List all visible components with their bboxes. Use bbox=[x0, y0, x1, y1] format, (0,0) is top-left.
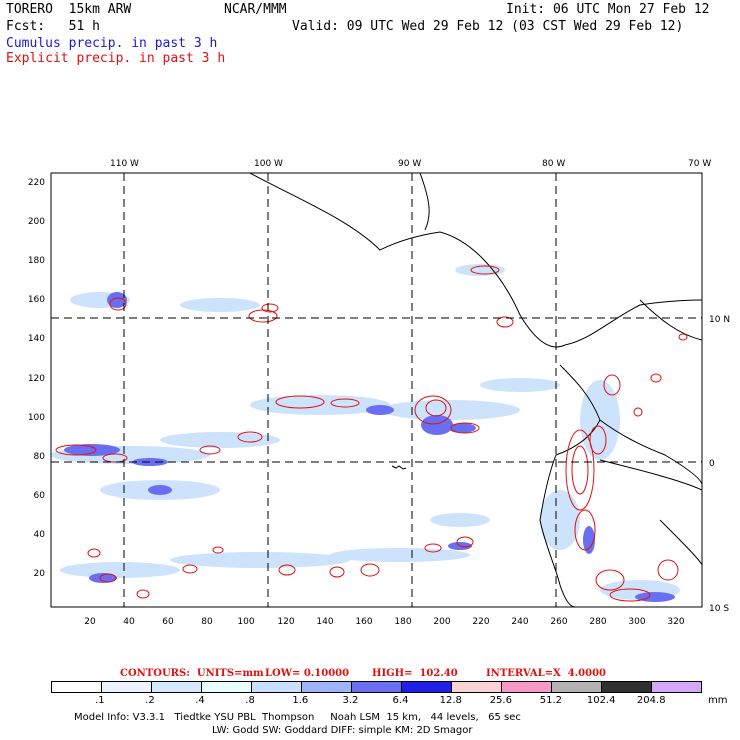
longitude-labels: 110 W 100 W 90 W 80 W 70 W bbox=[110, 159, 711, 169]
organization-label: NCAR/MMM bbox=[224, 2, 287, 17]
x-grid-ticks: 20 40 60 80 100 120 140 160 180 200 220 … bbox=[84, 617, 685, 627]
x-tick: 60 bbox=[162, 617, 174, 627]
x-tick: 160 bbox=[355, 617, 372, 627]
lat-label: 0 bbox=[709, 459, 715, 469]
color-scale-level: .4 bbox=[195, 695, 205, 706]
x-tick: 120 bbox=[277, 617, 294, 627]
color-swatch bbox=[252, 682, 302, 692]
color-scale-level: 1.6 bbox=[292, 695, 309, 706]
model-info-line2: LW: Godd SW: Goddard DIFF: simple KM: 2D… bbox=[212, 725, 473, 736]
explicit-contours bbox=[55, 265, 688, 602]
y-tick: 100 bbox=[28, 413, 45, 423]
x-tick: 80 bbox=[201, 617, 213, 627]
lon-label: 70 W bbox=[688, 159, 711, 169]
coastlines bbox=[249, 173, 702, 607]
contours-high: HIGH= 102.40 bbox=[372, 668, 458, 679]
color-scale-bar bbox=[51, 681, 702, 693]
x-tick: 100 bbox=[237, 617, 254, 627]
color-swatch bbox=[402, 682, 452, 692]
y-tick: 160 bbox=[28, 295, 45, 305]
x-tick: 220 bbox=[472, 617, 489, 627]
y-tick: 60 bbox=[34, 491, 46, 501]
init-time: Init: 06 UTC Mon 27 Feb 12 bbox=[506, 2, 710, 17]
lat-label: 10 S bbox=[709, 604, 729, 614]
y-tick: 20 bbox=[34, 569, 46, 579]
color-scale-level: 102.4 bbox=[586, 695, 616, 706]
x-tick: 20 bbox=[84, 617, 96, 627]
lat-label: 10 N bbox=[709, 315, 730, 325]
x-tick: 280 bbox=[589, 617, 606, 627]
model-title: TORERO 15km ARW bbox=[6, 2, 132, 17]
color-swatch bbox=[302, 682, 352, 692]
color-swatch bbox=[602, 682, 652, 692]
color-swatch bbox=[152, 682, 202, 692]
color-swatch bbox=[352, 682, 402, 692]
y-tick: 180 bbox=[28, 256, 45, 266]
x-tick: 260 bbox=[550, 617, 567, 627]
color-scale-level: .2 bbox=[145, 695, 155, 706]
contours-units: CONTOURS: UNITS=mm bbox=[120, 668, 264, 679]
y-tick: 120 bbox=[28, 374, 45, 384]
lon-label: 100 W bbox=[254, 159, 283, 169]
color-scale-level: 204.8 bbox=[636, 695, 666, 706]
color-scale-level: .1 bbox=[95, 695, 105, 706]
color-scale-units: mm bbox=[708, 695, 728, 706]
y-tick: 40 bbox=[34, 530, 46, 540]
model-info-line1: Model Info: V3.3.1 Tiedtke YSU PBL Thomp… bbox=[74, 712, 521, 723]
y-tick: 140 bbox=[28, 334, 45, 344]
map-field bbox=[51, 173, 702, 607]
color-swatch bbox=[52, 682, 102, 692]
color-scale-level: .8 bbox=[245, 695, 255, 706]
lon-label: 90 W bbox=[398, 159, 421, 169]
y-grid-ticks: 220 200 180 160 140 120 100 80 60 40 20 bbox=[28, 178, 45, 579]
color-scale-level: 51.2 bbox=[539, 695, 563, 706]
x-tick: 200 bbox=[433, 617, 450, 627]
color-scale-level: 25.6 bbox=[489, 695, 512, 706]
contours-low: LOW= 0.10000 bbox=[265, 668, 350, 679]
x-tick: 180 bbox=[394, 617, 411, 627]
valid-time: Valid: 09 UTC Wed 29 Feb 12 (03 CST Wed … bbox=[292, 19, 684, 34]
color-swatch bbox=[452, 682, 502, 692]
latitude-labels: 10 N 0 10 S bbox=[709, 315, 730, 614]
y-tick: 200 bbox=[28, 217, 45, 227]
x-tick: 300 bbox=[628, 617, 645, 627]
lon-label: 80 W bbox=[542, 159, 565, 169]
graticule bbox=[51, 173, 702, 607]
color-swatch bbox=[652, 682, 701, 692]
x-tick: 320 bbox=[667, 617, 684, 627]
color-scale-level: 3.2 bbox=[342, 695, 359, 706]
x-tick: 140 bbox=[316, 617, 333, 627]
explicit-precip-label: Explicit precip. in past 3 h bbox=[6, 51, 226, 66]
y-tick: 80 bbox=[34, 452, 46, 462]
map-frame bbox=[50, 172, 703, 608]
x-tick: 40 bbox=[123, 617, 135, 627]
lon-label: 110 W bbox=[110, 159, 139, 169]
color-swatch bbox=[502, 682, 552, 692]
cumulus-precip-label: Cumulus precip. in past 3 h bbox=[6, 36, 218, 51]
color-scale-level: 12.8 bbox=[439, 695, 462, 706]
contours-interval: INTERVAL=X 4.0000 bbox=[486, 668, 606, 679]
color-swatch bbox=[102, 682, 152, 692]
color-swatch bbox=[552, 682, 602, 692]
color-scale-level: 6.4 bbox=[392, 695, 409, 706]
forecast-hour: Fcst: 51 h bbox=[6, 19, 100, 34]
x-tick: 240 bbox=[511, 617, 528, 627]
color-swatch bbox=[202, 682, 252, 692]
y-tick: 220 bbox=[28, 178, 45, 188]
